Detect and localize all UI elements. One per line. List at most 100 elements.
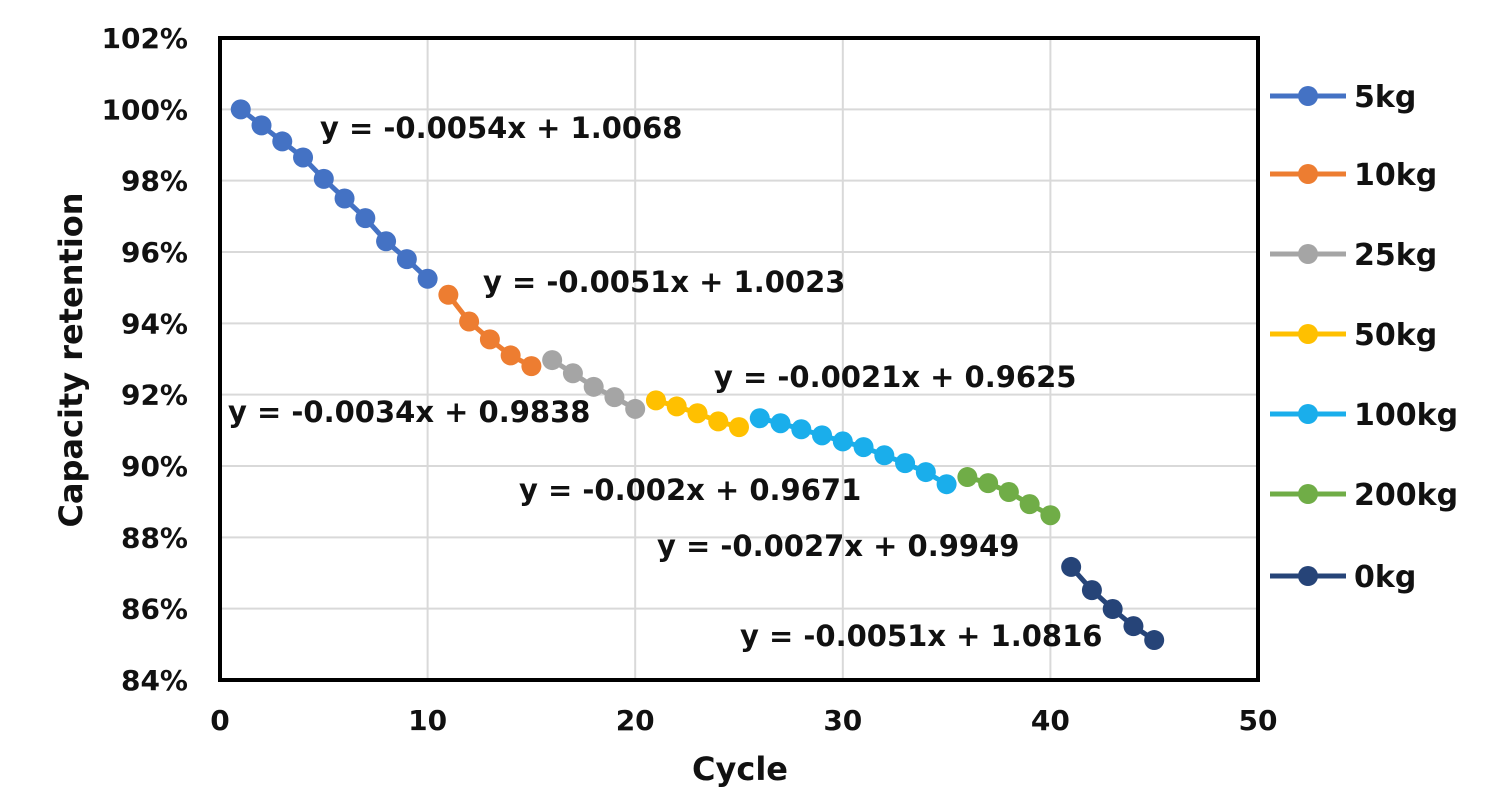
- data-point: [396, 249, 417, 270]
- data-point: [915, 462, 936, 483]
- data-point: [562, 363, 583, 384]
- legend-dot-marker: [1298, 404, 1318, 424]
- trendline-equation: y = -0.0021x + 0.9625: [714, 360, 1076, 394]
- data-point: [542, 350, 563, 371]
- series-200kg: [957, 467, 1061, 526]
- data-point: [687, 403, 708, 424]
- data-point: [998, 482, 1019, 503]
- legend-label: 10kg: [1354, 158, 1437, 193]
- series-10kg: [438, 284, 542, 377]
- series-line: [759, 415, 948, 487]
- series-25kg: [542, 350, 646, 419]
- data-point: [604, 387, 625, 408]
- legend-label: 25kg: [1354, 238, 1437, 273]
- data-point: [749, 408, 770, 429]
- legend-dot-marker: [1298, 484, 1318, 504]
- legend-dot-marker: [1298, 86, 1318, 106]
- x-tick-label: 50: [1239, 704, 1278, 737]
- y-tick-label: 92%: [121, 379, 188, 412]
- trendline-equation: y = -0.0034x + 0.9838: [228, 395, 590, 429]
- legend-dot-marker: [1298, 566, 1318, 586]
- legend-item: 5kg: [1270, 80, 1416, 115]
- data-point: [936, 474, 957, 495]
- trendline-equation: y = -0.0051x + 1.0023: [483, 265, 845, 299]
- data-point: [293, 147, 314, 168]
- plot-border: [218, 36, 1260, 682]
- data-point: [812, 425, 833, 446]
- x-tick-labels: 0 10 20 30 40 50: [210, 704, 1277, 737]
- data-point: [770, 413, 791, 434]
- legend-item: 200kg: [1270, 478, 1458, 513]
- data-point: [1019, 494, 1040, 515]
- legend-item: 25kg: [1270, 238, 1437, 273]
- data-point: [417, 268, 438, 289]
- y-tick-labels: 84% 86% 88% 90% 92% 94% 96% 98% 100% 102%: [101, 22, 188, 697]
- data-point: [251, 115, 272, 136]
- data-point: [479, 329, 500, 350]
- trendline-equation: y = -0.0054x + 1.0068: [320, 111, 682, 145]
- data-point: [645, 390, 666, 411]
- data-point: [521, 356, 542, 377]
- data-point: [334, 188, 355, 209]
- y-tick-label: 88%: [121, 521, 188, 554]
- data-point: [1081, 580, 1102, 601]
- series-50kg: [645, 390, 749, 438]
- series-line: [239, 107, 430, 281]
- data-point: [1123, 616, 1144, 637]
- trendline-equations: y = -0.0054x + 1.0068 y = -0.0051x + 1.00…: [228, 111, 1102, 653]
- data-point: [1040, 505, 1061, 526]
- trendline-equation: y = -0.0027x + 0.9949: [657, 529, 1019, 563]
- legend-dot-marker: [1298, 164, 1318, 184]
- legend-item: 10kg: [1270, 158, 1437, 193]
- legend-dot-marker: [1298, 324, 1318, 344]
- x-tick-label: 0: [210, 704, 229, 737]
- data-point: [1061, 556, 1082, 577]
- legend-item: 0kg: [1270, 560, 1416, 595]
- y-axis-title: Capacity retention: [52, 192, 90, 527]
- data-point: [230, 99, 251, 120]
- x-tick-label: 20: [616, 704, 655, 737]
- trendline-equation: y = -0.0051x + 1.0816: [740, 619, 1102, 653]
- series-0kg: [1061, 556, 1165, 651]
- y-tick-label: 102%: [101, 22, 188, 55]
- x-axis-title: Cycle: [692, 750, 788, 788]
- x-tick-label: 30: [823, 704, 862, 737]
- y-tick-label: 98%: [121, 165, 188, 198]
- series-layer: [230, 99, 1165, 651]
- x-tick-label: 40: [1031, 704, 1070, 737]
- x-tick-label: 10: [408, 704, 447, 737]
- legend-item: 100kg: [1270, 398, 1458, 433]
- legend-label: 50kg: [1354, 318, 1437, 353]
- data-point: [313, 168, 334, 189]
- legend: 5kg 10kg 25kg 50kg 100kg 200kg 0kg: [1270, 80, 1458, 595]
- data-point: [272, 131, 293, 152]
- y-tick-label: 96%: [121, 236, 188, 269]
- y-tick-label: 90%: [121, 450, 188, 483]
- data-point: [895, 453, 916, 474]
- data-point: [1102, 599, 1123, 620]
- data-point: [708, 411, 729, 432]
- data-point: [791, 419, 812, 440]
- y-tick-label: 100%: [101, 93, 188, 126]
- trendline-equation: y = -0.002x + 0.9671: [519, 473, 861, 507]
- data-point: [666, 396, 687, 417]
- y-tick-label: 84%: [121, 664, 188, 697]
- data-point: [832, 431, 853, 452]
- data-point: [583, 376, 604, 397]
- data-point: [957, 467, 978, 488]
- legend-label: 0kg: [1354, 560, 1416, 595]
- data-point: [438, 284, 459, 305]
- series-100kg: [749, 408, 957, 495]
- data-point: [355, 208, 376, 229]
- legend-label: 200kg: [1354, 478, 1458, 513]
- data-point: [459, 311, 480, 332]
- legend-label: 100kg: [1354, 398, 1458, 433]
- data-point: [500, 345, 521, 366]
- data-point: [729, 417, 749, 438]
- data-point: [625, 398, 646, 419]
- data-point: [376, 231, 397, 252]
- legend-dot-marker: [1298, 244, 1318, 264]
- data-point: [978, 473, 999, 494]
- data-point: [874, 445, 895, 466]
